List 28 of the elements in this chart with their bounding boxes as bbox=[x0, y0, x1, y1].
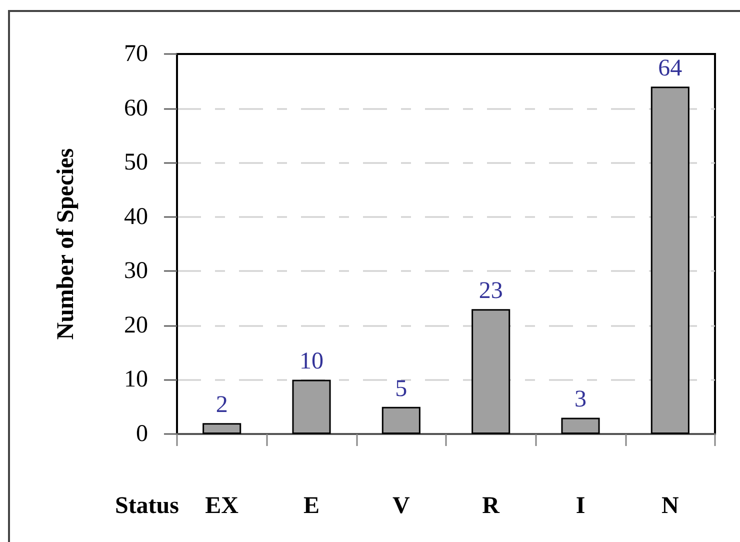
x-tick-label: V bbox=[392, 493, 410, 519]
bar bbox=[382, 406, 420, 434]
x-tick-label: EX bbox=[205, 493, 240, 519]
x-tick-label: N bbox=[661, 493, 680, 519]
x-tick-label: E bbox=[303, 493, 320, 519]
y-tick-label: 40 bbox=[124, 204, 148, 230]
data-label: 23 bbox=[478, 278, 503, 304]
data-label: 2 bbox=[216, 392, 228, 418]
data-label: 3 bbox=[574, 386, 586, 413]
bar bbox=[561, 418, 600, 434]
bar bbox=[650, 86, 690, 434]
y-tick-label: 0 bbox=[136, 421, 148, 447]
x-tick-label: I bbox=[576, 493, 586, 519]
y-tick-label: 10 bbox=[124, 366, 148, 393]
data-label: 10 bbox=[300, 348, 324, 375]
bar bbox=[202, 423, 242, 434]
y-tick-label: 50 bbox=[124, 150, 148, 176]
data-label: 5 bbox=[395, 376, 408, 402]
y-tick-label: 70 bbox=[124, 41, 148, 67]
x-axis-title: Status bbox=[114, 493, 179, 519]
y-tick-label: 30 bbox=[124, 258, 148, 284]
y-axis-title: Number of Species bbox=[53, 148, 79, 340]
bar bbox=[472, 309, 510, 434]
y-tick-label: 60 bbox=[124, 95, 148, 122]
y-tick-label: 20 bbox=[124, 312, 148, 338]
x-tick-label: R bbox=[482, 493, 500, 519]
data-label: 64 bbox=[658, 56, 682, 82]
bar bbox=[292, 380, 331, 434]
